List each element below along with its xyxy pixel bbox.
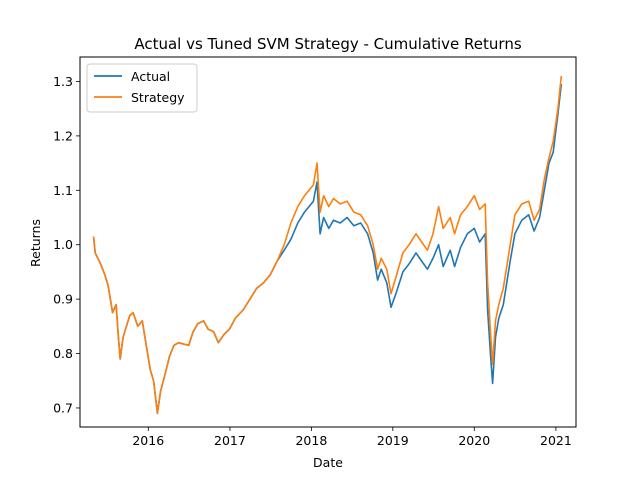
legend-label-strategy: Strategy bbox=[131, 90, 185, 105]
y-tick-label: 1.2 bbox=[53, 128, 73, 143]
x-axis: 2016 2017 2018 2019 2020 2021 bbox=[132, 427, 572, 448]
y-axis-label: Returns bbox=[28, 219, 43, 267]
y-tick-label: 0.8 bbox=[53, 346, 73, 361]
chart-title: Actual vs Tuned SVM Strategy - Cumulativ… bbox=[134, 35, 522, 53]
x-tick-label: 2020 bbox=[458, 433, 490, 448]
y-tick-label: 1.3 bbox=[53, 74, 73, 89]
x-tick-label: 2019 bbox=[377, 433, 409, 448]
x-tick-label: 2017 bbox=[214, 433, 246, 448]
x-tick-label: 2018 bbox=[295, 433, 327, 448]
x-tick-label: 2021 bbox=[540, 433, 572, 448]
legend-label-actual: Actual bbox=[131, 69, 170, 84]
x-axis-label: Date bbox=[313, 455, 343, 470]
y-axis: 0.7 0.8 0.9 1.0 1.1 1.2 1.3 bbox=[53, 74, 80, 415]
x-tick-label: 2016 bbox=[132, 433, 164, 448]
y-tick-label: 0.7 bbox=[53, 400, 73, 415]
series-line-strategy bbox=[92, 75, 563, 415]
y-tick-label: 1.0 bbox=[53, 237, 73, 252]
y-tick-label: 1.1 bbox=[53, 183, 73, 198]
series-layer bbox=[92, 75, 563, 415]
plot-frame bbox=[79, 56, 577, 428]
y-tick-label: 0.9 bbox=[53, 292, 73, 307]
legend: Actual Strategy bbox=[86, 63, 198, 113]
